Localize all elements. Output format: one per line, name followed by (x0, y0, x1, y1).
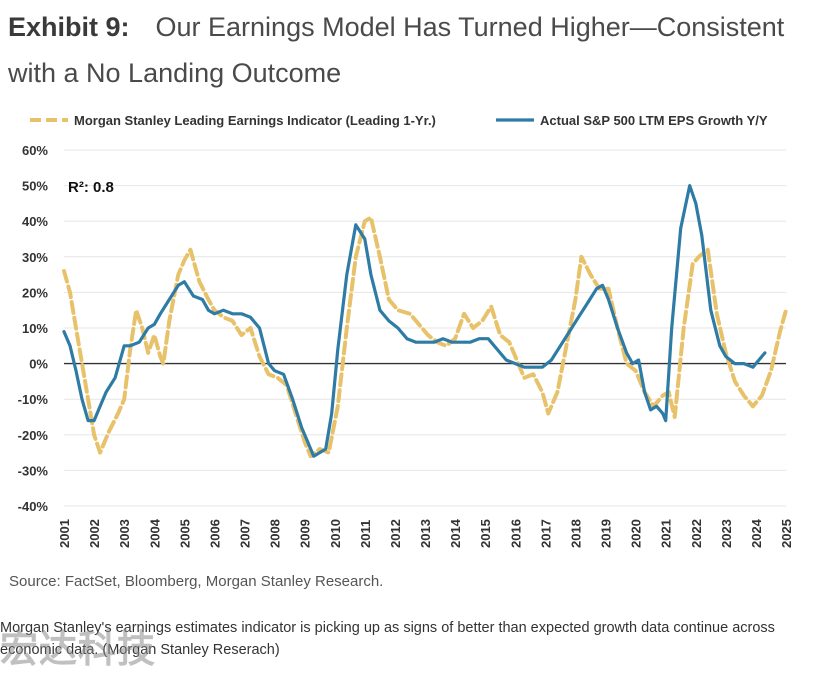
series-leading-indicator (62, 215, 788, 459)
y-tick-label: -10% (18, 392, 49, 407)
series-lines (62, 184, 788, 459)
x-tick-label: 2005 (177, 519, 192, 548)
y-axis: -40% -30% -20% -10% 0% 10% 20% 30% 40% 50% 60% (18, 143, 49, 514)
x-axis: 2001 2002 2003 2004 2005 2006 2007 2008 2009 2010… (57, 518, 794, 548)
y-tick-label: 10% (22, 321, 48, 336)
chart-title: Exhibit 9: Our Earnings Model Has Turned … (8, 4, 828, 96)
y-tick-label: -40% (18, 499, 49, 514)
x-tick-label: 2014 (448, 518, 463, 548)
caption-text: Morgan Stanley's earnings estimates indi… (0, 620, 775, 658)
y-tick-label: 0% (29, 357, 48, 372)
x-tick-label: 2006 (207, 519, 222, 548)
x-tick-label: 2025 (779, 519, 794, 548)
r-squared-annotation: R²: 0.8 (68, 179, 114, 196)
x-tick-label: 2001 (57, 519, 72, 548)
gridlines (64, 149, 786, 507)
x-tick-label: 2019 (599, 519, 614, 548)
x-tick-label: 2008 (268, 519, 283, 548)
y-tick-label: 60% (22, 143, 48, 158)
y-tick-label: 50% (22, 179, 48, 194)
exhibit-title: Our Earnings Model Has Turned Higher—Con… (8, 12, 785, 88)
x-tick-label: 2011 (358, 520, 373, 548)
x-tick-label: 2009 (298, 519, 313, 548)
x-tick-label: 2010 (328, 519, 343, 548)
y-tick-label: -20% (18, 428, 49, 443)
exhibit-label: Exhibit 9: (8, 12, 130, 42)
x-tick-label: 2007 (238, 519, 253, 548)
x-tick-label: 2004 (147, 518, 162, 548)
x-tick-label: 2023 (719, 519, 734, 548)
x-tick-label: 2024 (749, 518, 764, 548)
x-tick-label: 2015 (478, 519, 493, 548)
source-note: Source: FactSet, Bloomberg, Morgan Stanl… (9, 573, 384, 590)
y-tick-label: -30% (18, 463, 49, 478)
x-tick-label: 2013 (418, 519, 433, 548)
x-tick-label: 2002 (87, 519, 102, 548)
x-tick-label: 2018 (568, 519, 583, 548)
legend-label-actual: Actual S&P 500 LTM EPS Growth Y/Y (540, 113, 768, 128)
series-actual-eps-growth (62, 184, 767, 458)
y-tick-label: 30% (22, 250, 48, 265)
x-tick-label: 2003 (117, 519, 132, 548)
x-tick-label: 2020 (629, 519, 644, 548)
x-tick-label: 2016 (508, 519, 523, 548)
x-tick-label: 2012 (388, 519, 403, 548)
y-tick-label: 20% (22, 285, 48, 300)
legend-label-leading: Morgan Stanley Leading Earnings Indicato… (74, 113, 436, 128)
x-tick-label: 2022 (689, 519, 704, 548)
y-tick-label: 40% (22, 214, 48, 229)
legend: Morgan Stanley Leading Earnings Indicato… (30, 113, 768, 128)
x-tick-label: 2021 (659, 519, 674, 548)
line-chart: Morgan Stanley Leading Earnings Indicato… (18, 113, 794, 548)
x-tick-label: 2017 (538, 519, 553, 548)
